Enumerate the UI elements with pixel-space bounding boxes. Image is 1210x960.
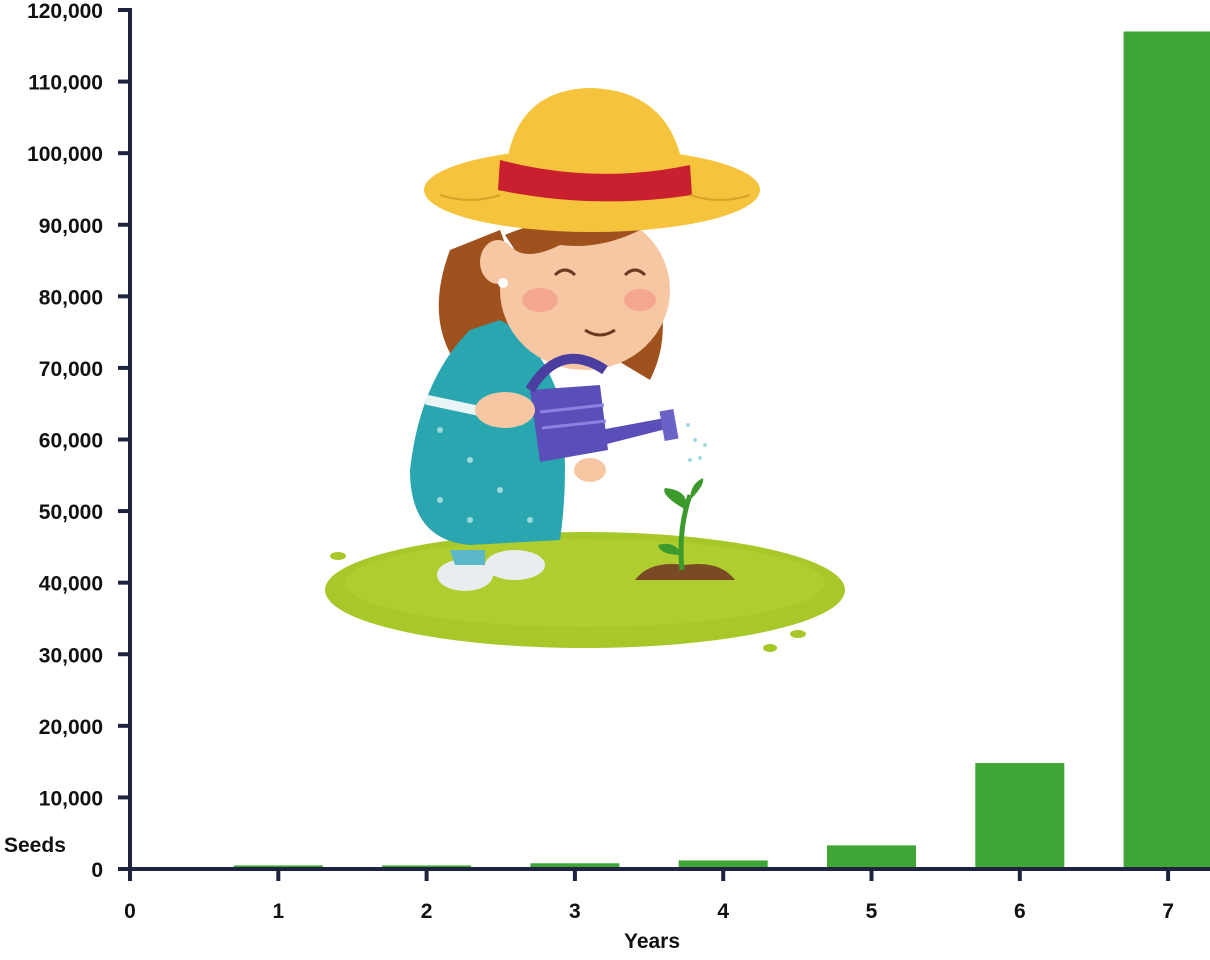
bar-year-3 bbox=[530, 863, 620, 869]
x-tick-label: 6 bbox=[1014, 900, 1026, 923]
x-tick-label: 2 bbox=[421, 900, 433, 923]
y-tick-label: 20,000 bbox=[39, 716, 103, 739]
bar-year-6 bbox=[975, 763, 1065, 869]
x-tick-label: 5 bbox=[866, 900, 878, 923]
y-tick-label: 60,000 bbox=[39, 430, 103, 453]
girl-watering-plant-illustration bbox=[325, 88, 845, 652]
x-axis-ticks: 0 1 2 3 4 5 6 7 bbox=[124, 869, 1174, 923]
y-tick-label: 110,000 bbox=[28, 72, 103, 95]
y-tick-label: 100,000 bbox=[27, 143, 103, 166]
y-axis-ticks: 0 10,000 20,000 30,000 40,000 50,000 60,000 70,… bbox=[27, 0, 130, 882]
y-tick-label: 40,000 bbox=[39, 573, 103, 596]
bar-year-5 bbox=[827, 845, 916, 869]
x-tick-label: 4 bbox=[717, 900, 729, 923]
y-tick-label: 10,000 bbox=[39, 787, 103, 810]
x-tick-label: 7 bbox=[1162, 900, 1174, 923]
x-tick-label: 0 bbox=[124, 900, 136, 923]
y-tick-label: 0 bbox=[91, 859, 103, 882]
y-tick-label: 120,000 bbox=[27, 0, 103, 23]
y-tick-label: 50,000 bbox=[39, 501, 103, 524]
x-axis-title: Years bbox=[624, 930, 680, 953]
bar-year-4 bbox=[678, 860, 768, 869]
bar-year-7 bbox=[1123, 31, 1210, 870]
y-tick-label: 30,000 bbox=[39, 644, 103, 667]
y-axis-title: Seeds bbox=[4, 834, 66, 857]
x-tick-label: 1 bbox=[272, 900, 284, 923]
y-tick-label: 90,000 bbox=[39, 215, 103, 238]
x-tick-label: 3 bbox=[569, 900, 581, 923]
y-tick-label: 80,000 bbox=[39, 286, 103, 309]
bars bbox=[233, 31, 1210, 870]
y-tick-label: 70,000 bbox=[39, 358, 103, 381]
